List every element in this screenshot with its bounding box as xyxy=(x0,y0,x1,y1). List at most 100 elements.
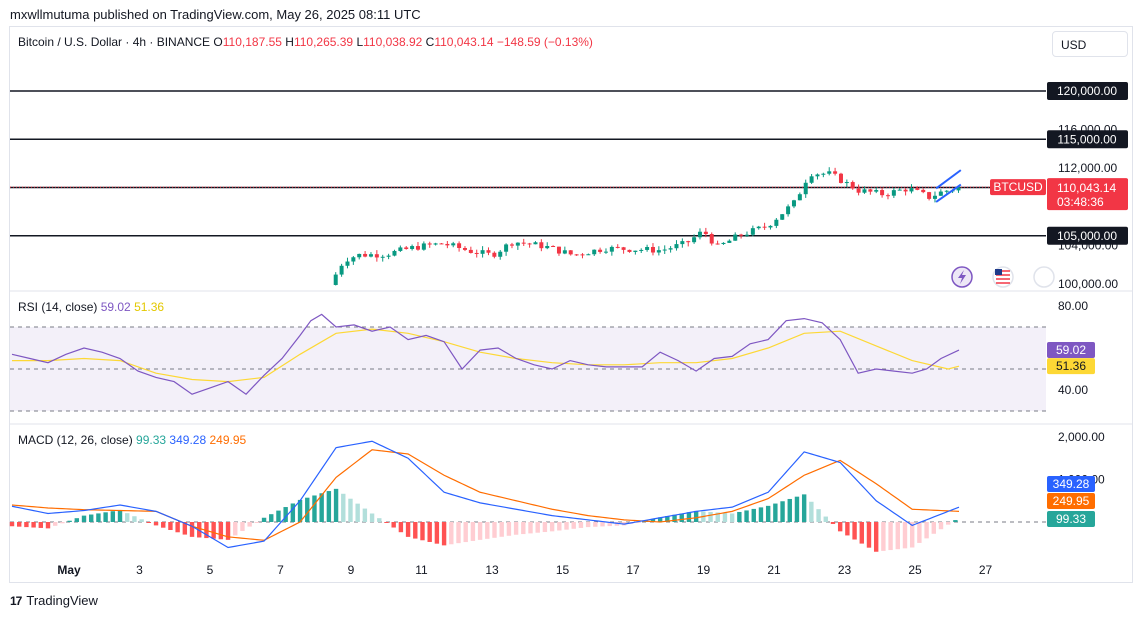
candle-body xyxy=(674,244,679,249)
candle-body xyxy=(451,243,456,246)
candle-body xyxy=(404,247,409,249)
symbol-tag-bg xyxy=(990,179,1046,196)
macd-histogram-bar xyxy=(305,497,310,522)
macd-histogram-bar xyxy=(110,511,116,522)
candle-body xyxy=(357,253,362,258)
macd-histogram-bar xyxy=(549,522,555,532)
candle-body xyxy=(415,246,420,250)
candle-body xyxy=(915,188,920,190)
low-label: L xyxy=(356,35,364,49)
countdown-label: 03:48:36 xyxy=(1057,195,1104,209)
candle-body xyxy=(392,250,397,256)
candle-body xyxy=(363,253,368,257)
candle-body xyxy=(891,190,896,196)
macd-histogram-bar xyxy=(607,522,612,527)
macd-histogram-bar xyxy=(427,522,432,542)
macd-histogram-bar xyxy=(45,522,51,529)
macd-histogram-bar xyxy=(261,517,267,522)
macd-histogram-bar xyxy=(902,522,908,549)
macd-histogram-bar xyxy=(578,522,584,528)
currency-selector[interactable]: USD xyxy=(1052,31,1128,57)
macd-histogram-bar xyxy=(513,522,519,535)
macd-histogram-bar xyxy=(117,510,123,522)
macd-histogram-bar xyxy=(593,522,598,527)
macd-histogram-bar xyxy=(276,510,281,522)
candle-body xyxy=(386,255,391,257)
channel-lower-line xyxy=(935,183,962,203)
candle-body xyxy=(621,247,626,250)
symbol-title[interactable]: Bitcoin / U.S. Dollar · 4h · BINANCE xyxy=(18,35,211,49)
macd-histogram-bar xyxy=(953,520,958,522)
candle-body xyxy=(492,252,497,257)
macd-histogram-bar xyxy=(441,522,447,546)
footer-brand[interactable]: TradingView xyxy=(26,593,98,608)
macd-value-tag: 99.33 xyxy=(1056,512,1086,526)
candle-body xyxy=(909,188,914,192)
close-label: C xyxy=(425,35,435,49)
candle-body xyxy=(709,234,714,244)
macd-histogram-bar xyxy=(686,512,692,522)
macd-histogram-bar xyxy=(96,513,101,522)
macd-histogram-bar xyxy=(355,503,360,522)
level-label-bg xyxy=(1047,130,1128,149)
x-tick-label: 7 xyxy=(277,563,284,577)
candle-body xyxy=(650,246,655,253)
price-label-bg xyxy=(1047,178,1128,211)
macd-histogram-bar xyxy=(837,522,843,532)
macd-histogram-bar xyxy=(873,522,879,552)
low-value: 110,038.92 xyxy=(363,35,423,49)
macd-histogram-bar xyxy=(657,517,663,522)
candle-body xyxy=(727,240,732,243)
candle-body xyxy=(380,256,385,258)
candle-body xyxy=(639,249,644,251)
candle-body xyxy=(574,254,579,256)
macd-histogram-bar xyxy=(528,522,533,534)
candle-body xyxy=(944,190,949,192)
candle-body xyxy=(903,189,908,192)
lightning-bolt-icon xyxy=(958,270,966,284)
candle-body xyxy=(897,189,902,191)
rsi-ma-line xyxy=(12,328,960,383)
candle-body xyxy=(885,195,890,197)
candle-body xyxy=(433,243,438,245)
macd-value-tag: 349.28 xyxy=(1053,477,1090,491)
candle-body xyxy=(680,241,685,245)
close-value: 110,043.14 xyxy=(434,35,494,49)
level-label-bg xyxy=(1047,82,1128,100)
macd-histogram-bar xyxy=(290,503,296,522)
macd-histogram-bar xyxy=(398,522,404,533)
macd-histogram-bar xyxy=(139,519,144,522)
x-tick-label: 23 xyxy=(838,563,852,577)
macd-histogram-bar xyxy=(715,512,720,522)
candle-body xyxy=(739,234,744,236)
x-tick-label: 21 xyxy=(767,563,781,577)
price-axis-label: 100,000.00 xyxy=(1058,277,1118,291)
candle-body xyxy=(768,225,773,228)
candle-body xyxy=(938,191,943,196)
macd-histogram-bar xyxy=(945,522,951,525)
macd-histogram-bar xyxy=(636,522,641,523)
macd-histogram-bar xyxy=(60,522,65,524)
candle-body xyxy=(598,249,603,252)
macd-histogram-bar xyxy=(470,522,476,541)
level-label: 115,000.00 xyxy=(1057,132,1116,146)
macd-histogram-bar xyxy=(463,522,468,543)
high-value: 110,265.39 xyxy=(293,35,354,49)
candle-body xyxy=(539,242,544,249)
candle-body xyxy=(797,194,802,201)
footer: 17 TradingView xyxy=(10,593,98,608)
macd-histogram-bar xyxy=(146,522,152,523)
macd-histogram-bar xyxy=(283,507,288,522)
macd-histogram-bar xyxy=(240,522,245,532)
macd-value-tag-bg xyxy=(1047,511,1095,527)
rsi-axis-label: 40.00 xyxy=(1058,383,1088,397)
candle-body xyxy=(457,243,462,249)
channel-upper-line xyxy=(935,169,962,190)
candle-body xyxy=(398,247,403,251)
macd-histogram-bar xyxy=(506,522,512,536)
macd-histogram-bar xyxy=(859,522,864,544)
x-tick-label: 25 xyxy=(908,563,922,577)
candle-body xyxy=(809,176,814,183)
candle-body xyxy=(615,246,620,248)
